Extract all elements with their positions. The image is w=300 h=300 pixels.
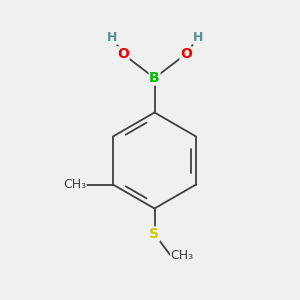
Text: O: O — [180, 47, 192, 61]
Text: B: B — [149, 71, 160, 85]
Text: O: O — [117, 47, 129, 61]
Text: H: H — [193, 31, 203, 44]
Text: H: H — [107, 31, 118, 44]
Text: S: S — [149, 227, 160, 241]
Text: CH₃: CH₃ — [63, 178, 86, 191]
Text: CH₃: CH₃ — [171, 249, 194, 262]
